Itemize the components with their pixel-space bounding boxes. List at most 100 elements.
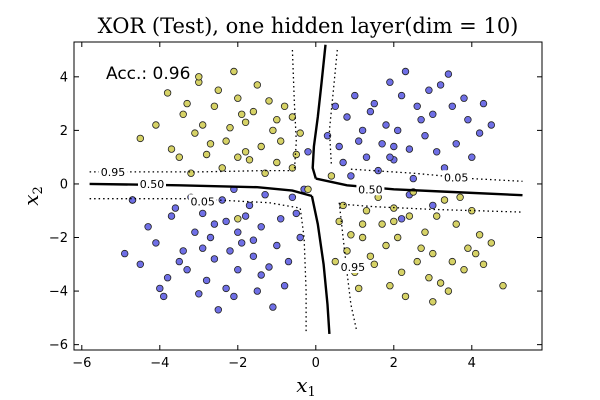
data-point-yellow [183, 99, 191, 108]
data-point-yellow [378, 220, 386, 228]
data-point-yellow [475, 231, 484, 239]
y-tick-label: −6 [49, 338, 68, 353]
contour-label-background [356, 182, 385, 196]
data-point-yellow [179, 110, 187, 118]
data-point-yellow [273, 115, 281, 124]
data-point-yellow [421, 228, 429, 236]
data-point-blue [397, 91, 406, 100]
data-point-blue [222, 217, 230, 226]
data-point-blue [468, 153, 476, 161]
data-point-yellow [195, 73, 203, 81]
data-point-blue [362, 153, 371, 161]
data-point-yellow [269, 126, 277, 135]
data-point-blue [288, 193, 297, 201]
contour-line-0-95 [291, 49, 297, 171]
data-point-blue [413, 102, 421, 110]
data-point-yellow [464, 244, 472, 252]
y-tick-label: −4 [49, 285, 68, 300]
data-point-blue [144, 223, 152, 231]
data-point-blue [253, 287, 261, 295]
contour-label-background [99, 164, 127, 178]
contour-line-0-95 [338, 202, 358, 332]
data-point-blue [152, 239, 160, 247]
data-point-yellow [362, 206, 371, 215]
data-point-blue [249, 236, 258, 244]
accuracy-annotation: Acc.: 0.96 [106, 64, 190, 84]
data-point-yellow [444, 287, 453, 295]
data-point-yellow [292, 150, 300, 159]
data-point-yellow [249, 107, 258, 116]
data-point-blue [339, 158, 347, 167]
data-point-yellow [296, 129, 304, 137]
data-point-blue [195, 290, 203, 298]
data-point-blue [191, 228, 199, 236]
data-point-yellow [452, 220, 460, 228]
data-point-blue [331, 102, 339, 110]
data-point-blue [448, 102, 456, 110]
data-point-blue [257, 271, 265, 279]
data-point-blue [241, 212, 250, 220]
data-point-blue [401, 67, 410, 76]
data-point-blue [226, 247, 234, 255]
data-point-blue [343, 113, 351, 121]
data-point-blue [436, 81, 445, 89]
data-point-yellow [237, 110, 246, 118]
data-point-blue [179, 247, 187, 255]
data-point-yellow [433, 212, 441, 220]
data-point-blue [390, 142, 398, 151]
data-point-yellow [261, 169, 269, 177]
x-tick-label: −2 [228, 356, 247, 371]
data-point-blue [323, 131, 332, 140]
data-point-blue [382, 121, 390, 129]
data-point-yellow [265, 97, 273, 105]
x-tick-label: 4 [468, 356, 476, 371]
chart-title: XOR (Test), one hidden layer(dim = 10) [98, 14, 519, 38]
data-point-blue [394, 126, 402, 135]
data-point-yellow [327, 172, 336, 180]
data-point-blue [210, 220, 219, 228]
data-point-blue [444, 70, 453, 78]
contour-line-0-50 [89, 182, 313, 198]
plot-frame [73, 41, 543, 351]
data-point-yellow [456, 193, 464, 201]
data-point-blue [452, 140, 460, 148]
data-point-blue [335, 142, 343, 151]
data-point-blue [460, 94, 468, 102]
y-tick-label: 0 [60, 177, 68, 192]
data-point-blue [358, 126, 367, 135]
data-point-yellow [370, 260, 378, 268]
y-tick-label: −2 [49, 231, 68, 246]
data-point-blue [429, 201, 437, 210]
data-point-yellow [397, 268, 406, 276]
data-point-blue [210, 255, 219, 263]
data-point-yellow [417, 244, 425, 252]
data-point-blue [234, 228, 242, 236]
x-tick-label: 0 [312, 356, 320, 371]
data-point-blue [429, 110, 437, 118]
data-point-yellow [273, 158, 281, 167]
contour-label-background [138, 176, 166, 190]
data-point-blue [183, 266, 191, 274]
data-point-yellow [440, 196, 449, 204]
data-point-yellow [358, 220, 367, 228]
data-point-blue [171, 204, 180, 212]
data-point-yellow [390, 217, 398, 226]
data-point-blue [163, 274, 172, 282]
data-point-yellow [206, 140, 215, 148]
data-point-yellow [253, 81, 261, 89]
data-point-blue [273, 241, 281, 250]
data-point-blue [277, 215, 285, 223]
data-point-blue [206, 233, 215, 242]
data-point-yellow [245, 156, 254, 164]
data-point-blue [261, 190, 269, 199]
data-point-blue [425, 86, 433, 94]
x-tick-label: 2 [390, 356, 398, 371]
data-point-blue [370, 99, 378, 108]
contour-label: 0.50 [358, 183, 383, 196]
data-point-yellow [487, 239, 495, 247]
data-point-yellow [277, 137, 285, 145]
data-point-blue [475, 129, 484, 137]
data-point-yellow [436, 279, 445, 287]
data-point-blue [409, 174, 417, 183]
contour-line-0-50 [311, 44, 327, 179]
